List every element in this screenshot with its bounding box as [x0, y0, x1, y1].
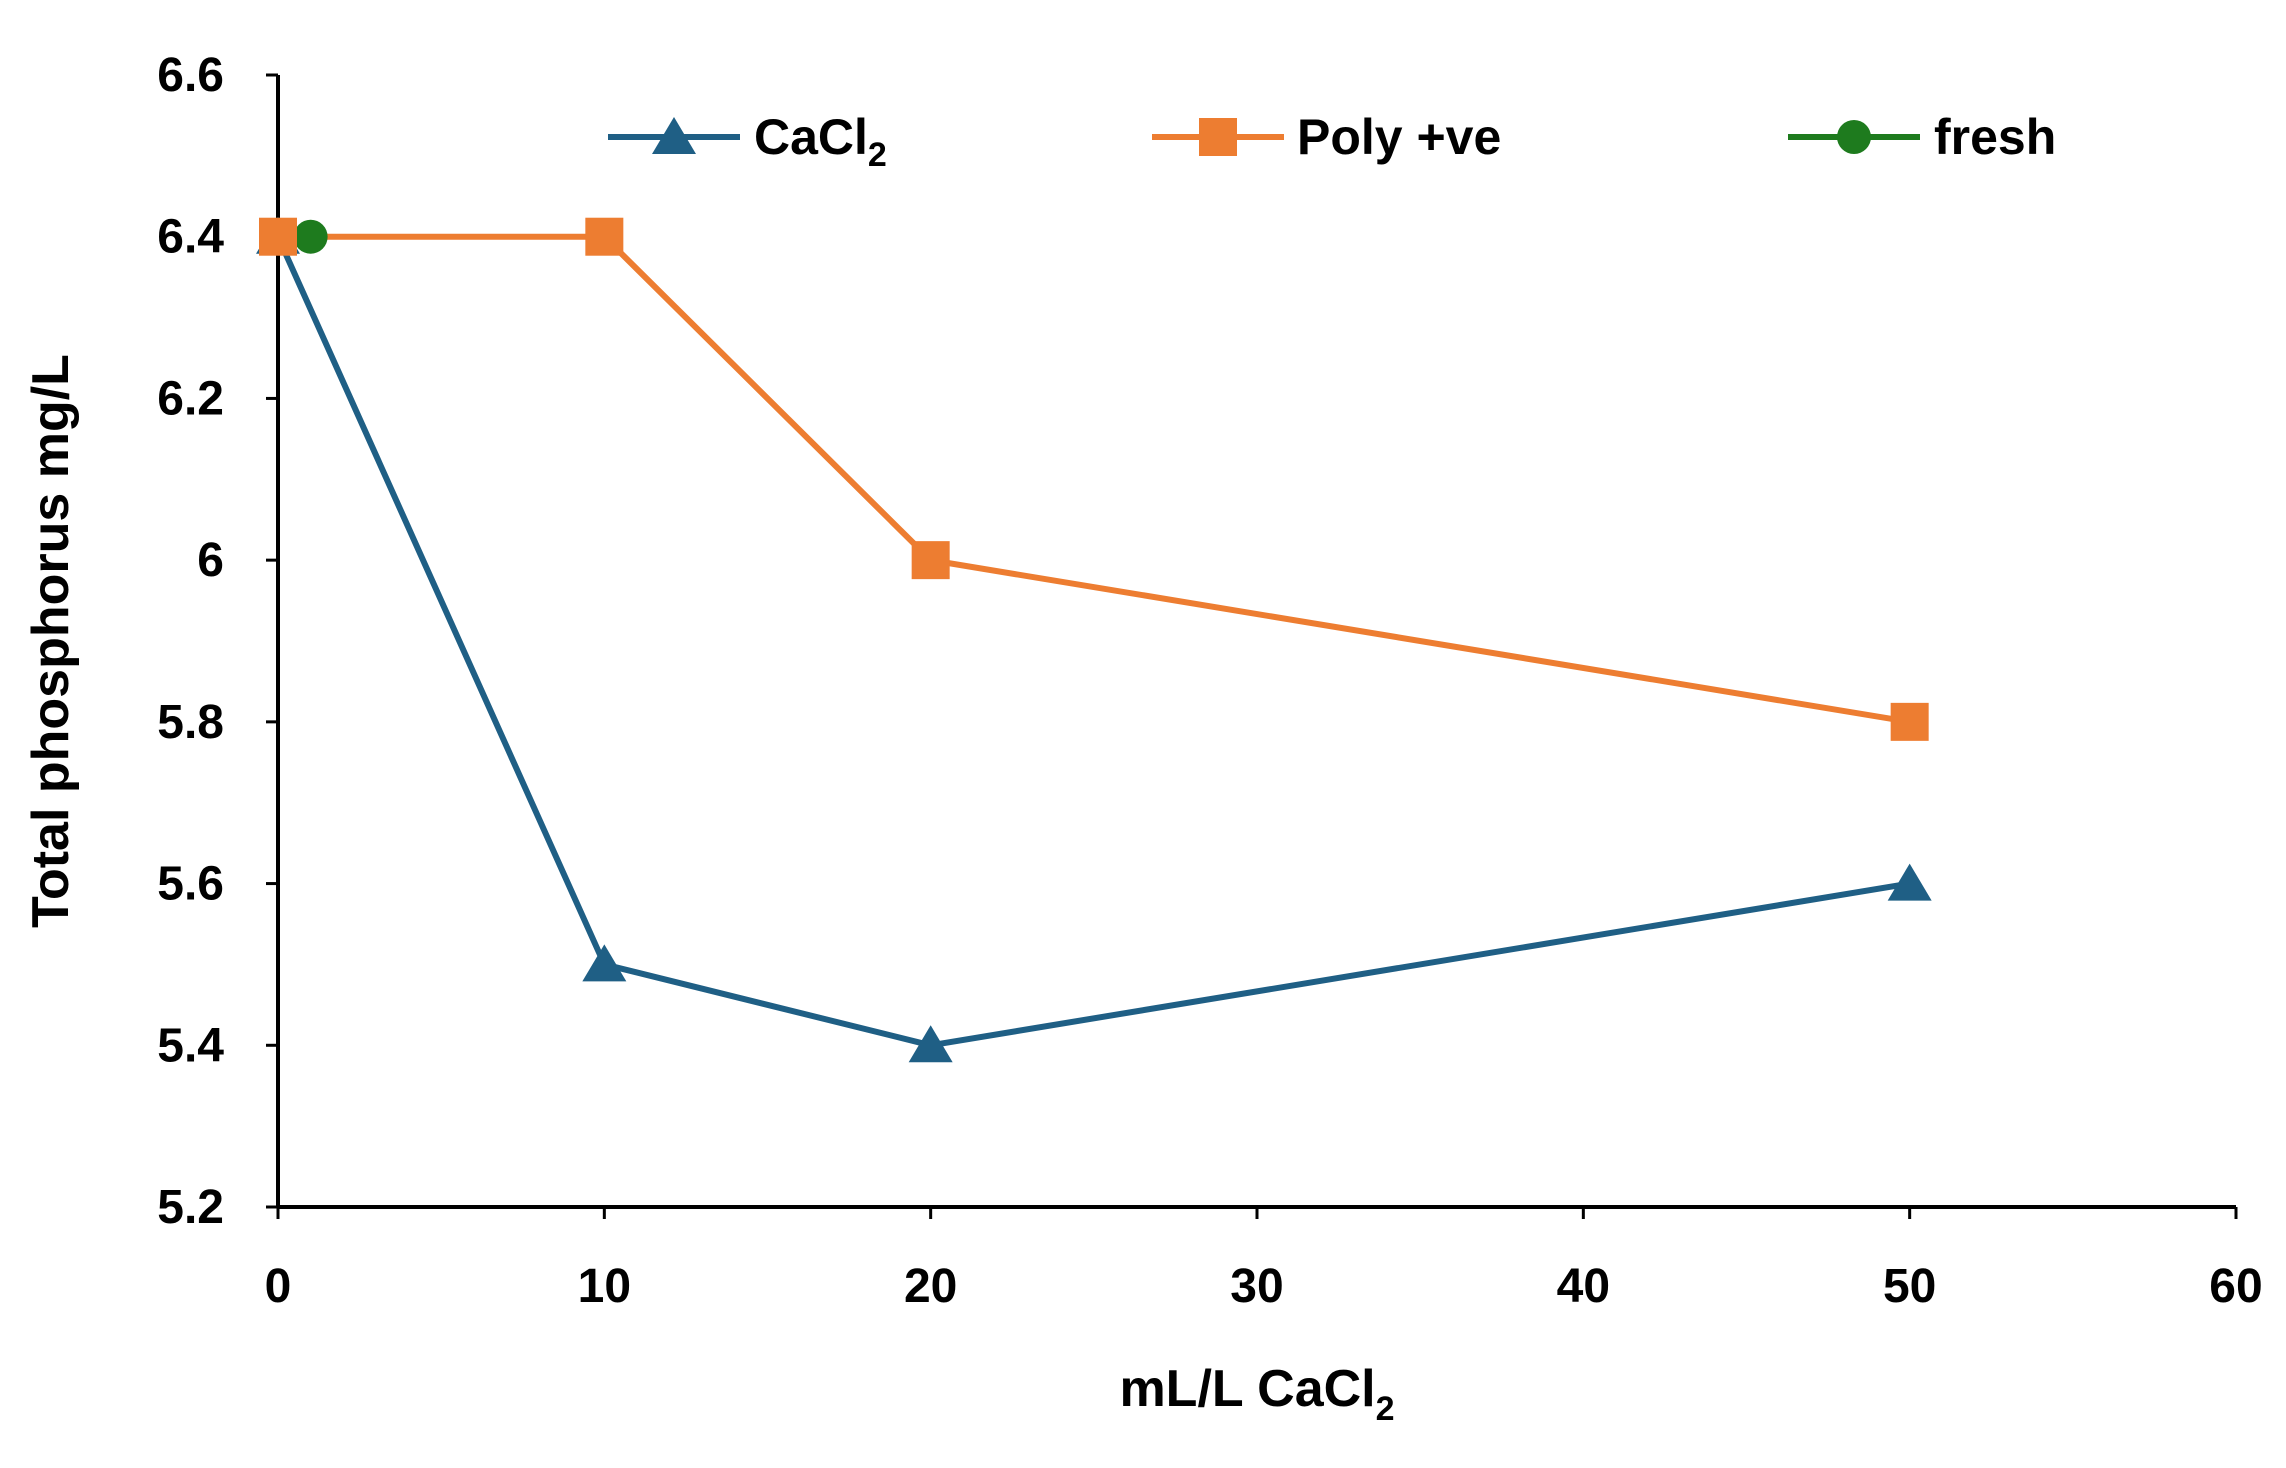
x-tick-label: 30 — [1230, 1260, 1283, 1313]
series-markers — [256, 216, 1932, 1063]
y-tick-labels: 5.2 5.4 5.6 5.8 6 6.2 6.4 6.6 — [157, 49, 278, 1234]
y-tick-label: 5.6 — [157, 858, 224, 911]
legend-marker-poly-ve — [1199, 118, 1237, 156]
series-line-poly-ve — [278, 233, 1911, 725]
legend: CaCl2 Poly +ve fresh — [608, 109, 2056, 174]
series-lines — [275, 233, 1911, 1049]
x-tick-label: 60 — [2209, 1260, 2262, 1313]
x-tick-label: 50 — [1883, 1260, 1936, 1313]
x-tick-label: 40 — [1557, 1260, 1610, 1313]
legend-label-poly-ve: Poly +ve — [1297, 109, 1501, 165]
legend-label-cacl: CaCl2 — [754, 109, 887, 174]
y-tick-label: 6.2 — [157, 372, 224, 425]
series-line-cacl — [275, 235, 1911, 1049]
data-point-poly-ve — [585, 217, 624, 256]
y-tick-label: 5.4 — [157, 1019, 224, 1072]
data-point-cacl — [1887, 863, 1932, 901]
x-axis-title: mL/L CaCl2 — [1119, 1360, 1394, 1428]
x-tick-label: 10 — [578, 1260, 631, 1313]
legend-item-fresh: fresh — [1788, 109, 2056, 165]
data-point-cacl — [582, 944, 627, 982]
data-point-poly-ve — [911, 541, 950, 580]
data-point-cacl — [908, 1025, 953, 1063]
y-tick-label: 6.4 — [157, 211, 224, 264]
y-tick-label: 5.2 — [157, 1181, 224, 1234]
y-axis-title: Total phosphorus mg/L — [22, 354, 80, 928]
y-tick-label: 5.8 — [157, 696, 224, 749]
x-tick-label: 0 — [265, 1260, 292, 1313]
x-tick-labels: 0 10 20 30 40 50 60 — [265, 1207, 2263, 1313]
axes — [276, 75, 2236, 1209]
y-tick-label: 6 — [197, 534, 224, 587]
data-point-poly-ve — [1890, 702, 1929, 741]
legend-item-poly-ve: Poly +ve — [1152, 109, 1501, 165]
legend-marker-fresh — [1837, 120, 1871, 154]
data-point-poly-ve — [259, 217, 297, 256]
legend-item-cacl: CaCl2 — [608, 109, 887, 174]
legend-marker-cacl — [652, 117, 696, 154]
x-tick-label: 20 — [904, 1260, 957, 1313]
y-tick-label: 6.6 — [157, 49, 224, 102]
data-point-fresh — [293, 219, 328, 254]
legend-label-fresh: fresh — [1934, 109, 2056, 165]
